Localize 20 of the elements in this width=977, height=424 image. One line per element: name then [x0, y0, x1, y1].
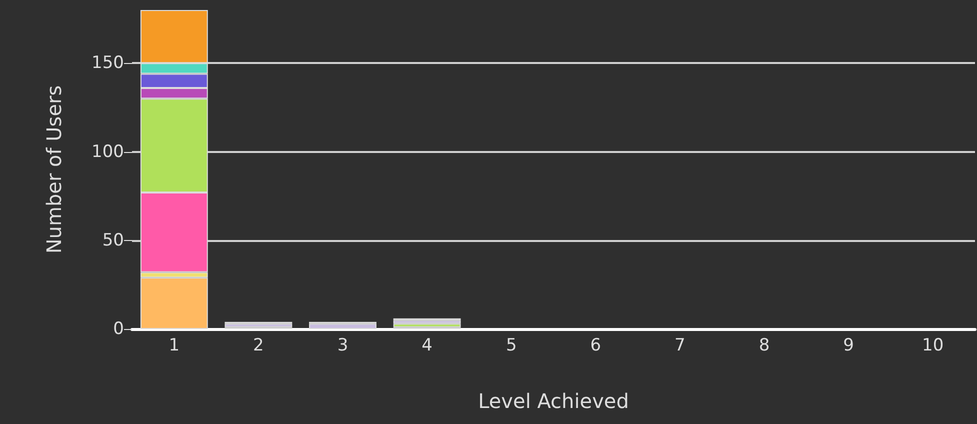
- x-tick-label: 8: [758, 336, 770, 356]
- x-tick-label: 7: [674, 336, 686, 356]
- bar: [393, 320, 461, 324]
- y-tick-label: 100: [92, 142, 124, 162]
- y-tick-label: 0: [113, 319, 124, 339]
- y-axis-title: Number of Users: [42, 85, 66, 254]
- x-tick-label: 3: [337, 336, 348, 356]
- x-tick-label: 5: [506, 336, 517, 356]
- bar: [393, 324, 461, 328]
- x-tick-label: 9: [843, 336, 854, 356]
- y-tick-label: 150: [92, 53, 124, 74]
- bar: [309, 324, 376, 329]
- bar: [224, 324, 292, 328]
- x-tick-label: 6: [590, 336, 602, 356]
- x-tick-label: 2: [253, 336, 264, 356]
- x-tick-label: 1: [168, 336, 180, 356]
- x-tick-label: 10: [922, 336, 944, 356]
- x-tick-label: 4: [422, 336, 432, 356]
- x-axis-title: Level Achieved: [478, 389, 629, 413]
- y-tick-label: 50: [102, 230, 124, 250]
